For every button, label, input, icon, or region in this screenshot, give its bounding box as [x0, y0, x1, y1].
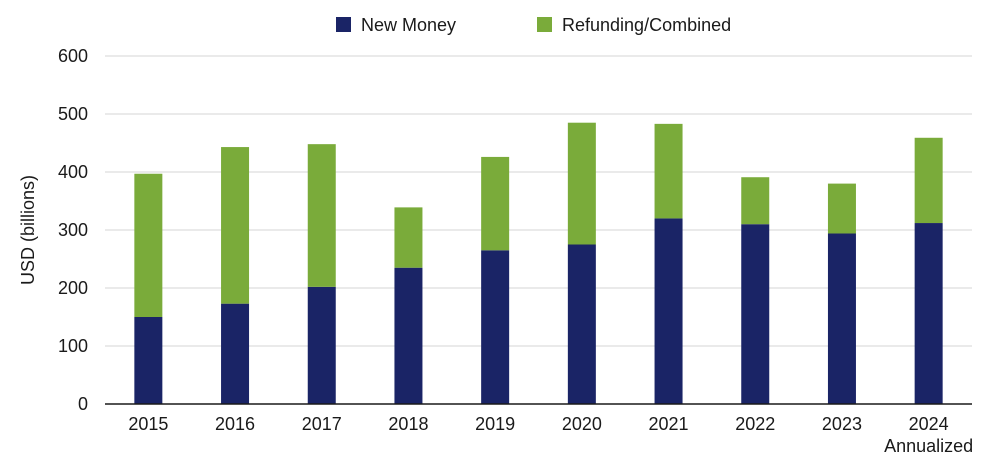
- bar-refunding-combined: [914, 137, 943, 224]
- bar-new-money: [654, 218, 683, 404]
- bar-refunding-combined: [134, 173, 163, 317]
- bar-refunding-combined: [394, 207, 423, 268]
- x-tick-label: 2016: [215, 414, 255, 434]
- bar-refunding-combined: [481, 156, 510, 251]
- legend: New Money Refunding/Combined: [336, 15, 731, 35]
- y-tick-label: 400: [58, 162, 88, 182]
- x-tick-label: 2019: [475, 414, 515, 434]
- legend-label: New Money: [361, 15, 456, 35]
- x-tick-label: 2018: [388, 414, 428, 434]
- bar-new-money: [481, 250, 510, 404]
- y-axis-title: USD (billions): [18, 175, 38, 285]
- legend-label: Refunding/Combined: [562, 15, 731, 35]
- x-tick-label: 2020: [562, 414, 602, 434]
- gridlines: [105, 55, 972, 347]
- bar-new-money: [307, 286, 336, 404]
- x-tick-label: 2017: [302, 414, 342, 434]
- x-tick-label: 2024 Annualized: [884, 414, 973, 456]
- bar-new-money: [221, 303, 250, 404]
- x-axis-ticks: 2015 2016 2017 2018 2019 2020 2021 2022 2023 2024…: [128, 414, 973, 456]
- bar-refunding-combined: [741, 177, 770, 225]
- y-axis-ticks: 0 100 200 300 400 500 600: [58, 46, 88, 414]
- bar-refunding-combined: [307, 144, 336, 287]
- x-tick-label: 2021: [649, 414, 689, 434]
- legend-swatch: [537, 17, 552, 32]
- bar-new-money: [827, 233, 856, 404]
- y-tick-label: 500: [58, 104, 88, 124]
- y-tick-label: 200: [58, 278, 88, 298]
- legend-swatch: [336, 17, 351, 32]
- bar-new-money: [394, 267, 423, 404]
- bar-new-money: [134, 317, 163, 404]
- x-tick-label: 2022: [735, 414, 775, 434]
- y-tick-label: 0: [78, 394, 88, 414]
- y-tick-label: 100: [58, 336, 88, 356]
- y-tick-label: 600: [58, 46, 88, 66]
- y-tick-label: 300: [58, 220, 88, 240]
- bar-refunding-combined: [221, 147, 250, 304]
- bar-refunding-combined: [827, 183, 856, 234]
- bar-new-money: [914, 223, 943, 404]
- bars: [134, 122, 943, 404]
- bar-new-money: [567, 244, 596, 404]
- bar-refunding-combined: [654, 123, 683, 219]
- x-tick-label: 2023: [822, 414, 862, 434]
- bar-refunding-combined: [567, 122, 596, 245]
- bar-new-money: [741, 224, 770, 404]
- x-tick-label: 2015: [128, 414, 168, 434]
